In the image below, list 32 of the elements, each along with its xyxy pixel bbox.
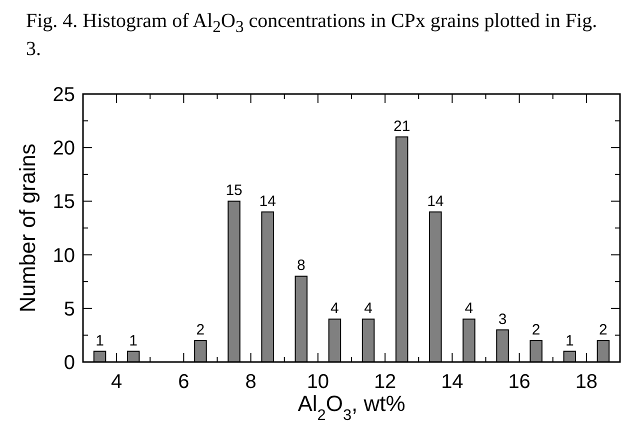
data-label: 3: [498, 310, 507, 328]
data-label: 14: [259, 192, 276, 210]
y-tick-label: 0: [64, 352, 75, 374]
x-axis-title: Al$_{2}$O$_{3}$, wt%: [298, 391, 406, 424]
data-label: 4: [364, 300, 372, 318]
y-tick-label: 5: [64, 298, 75, 320]
data-label: 2: [599, 322, 608, 339]
data-label: 2: [532, 322, 540, 339]
y-tick-label: 20: [52, 138, 75, 160]
data-label: 8: [296, 257, 306, 274]
data-label: 4: [330, 300, 339, 318]
data-label: 2: [196, 322, 205, 339]
x-tick-label: 8: [245, 371, 256, 393]
chart-title: Fig. 4. Histogram of Al$_{2}$O$_{3}$ concentrations in CPx grains plotted in Fig. 3.: [26, 10, 598, 60]
y-axis-title: Number of grains: [15, 144, 40, 312]
x-tick-label: 14: [441, 371, 464, 393]
x-tick-label: 18: [575, 371, 598, 393]
y-tick-label: 25: [52, 84, 75, 106]
y-tick-label: 10: [52, 244, 75, 267]
data-label: 1: [565, 332, 574, 350]
data-label: 14: [427, 192, 444, 210]
x-tick-label: 10: [306, 371, 330, 393]
x-tick-label: 12: [374, 371, 396, 393]
data-label: 21: [394, 118, 410, 135]
x-tick-label: 6: [178, 371, 190, 393]
x-tick-label: 4: [111, 371, 122, 393]
data-label: 1: [96, 332, 104, 350]
data-label: 1: [129, 332, 138, 350]
data-label: 4: [464, 300, 474, 318]
x-tick-label: 16: [508, 371, 530, 393]
data-label: 15: [226, 182, 242, 200]
y-tick-label: 15: [52, 191, 75, 214]
